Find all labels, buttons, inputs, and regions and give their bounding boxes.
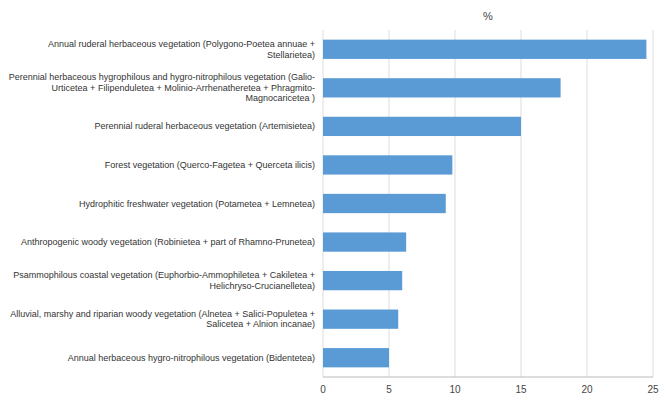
category-label: Anthropogenic woody vegetation (Robiniet… [21,237,315,247]
category-label: Annual herbaceous hygro-nitrophilous veg… [68,353,315,363]
x-axis: 0 5 10 15 20 25 [320,384,659,395]
bar [323,78,561,97]
axis-line [323,377,653,378]
tick-label: 20 [581,384,593,395]
bar [323,310,398,329]
bar [323,40,646,59]
axis-label: % [483,10,493,22]
tick-label: 10 [449,384,461,395]
grid [323,30,653,377]
grid-line [653,30,654,377]
tick-label: 5 [386,384,392,395]
bar [323,117,521,136]
category-label: Perennial ruderal herbaceous vegetation … [94,121,315,131]
category-label: Alluvial, marshy and riparian woody vege… [10,309,315,330]
bar [323,194,446,213]
background [0,0,671,405]
tick-label: 25 [647,384,659,395]
category-label: Forest vegetation (Querco-Fagetea + Quer… [105,160,315,170]
grid-line [587,30,588,377]
category-label: Annual ruderal herbaceous vegetation (Po… [48,39,315,60]
tick-label: 15 [515,384,527,395]
bar [323,271,402,290]
category-label: Perennial herbaceous hygrophilous and hy… [9,72,315,103]
chart: 0 5 10 15 20 25 Annual herbaceous hygro-nitrop… [0,0,671,405]
y-axis: Annual herbaceous hygro-nitrophilous veg… [9,39,315,363]
category-label: Hydrophitic freshwater vegetation (Potam… [79,199,315,209]
bar [323,348,389,367]
bar [323,232,406,251]
category-label: Psammophilous coastal vegetation (Euphor… [13,270,315,291]
bar [323,155,452,174]
bars [323,40,646,368]
tick-label: 0 [320,384,326,395]
